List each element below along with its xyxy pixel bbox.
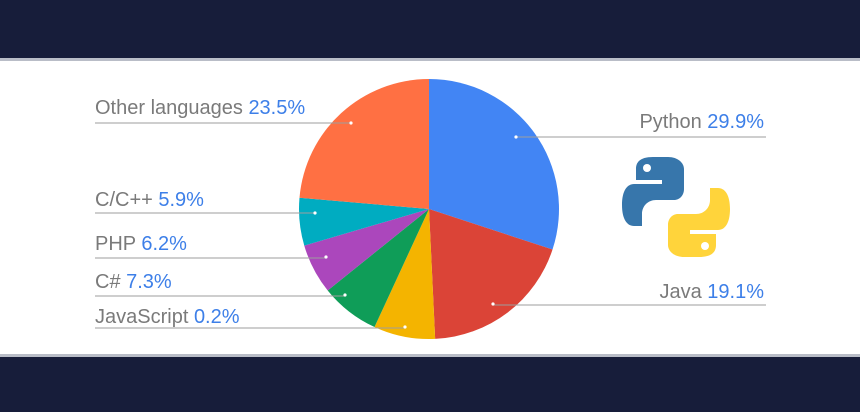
pie-slice-other-languages	[299, 79, 429, 209]
slice-label: JavaScript 0.2%	[95, 306, 240, 328]
bottom-band	[0, 357, 860, 412]
python-logo-icon	[622, 157, 730, 257]
pie-slice-python	[429, 79, 560, 250]
leader-dot	[403, 325, 407, 329]
slice-label: C/C++ 5.9%	[95, 189, 204, 211]
slice-label-name: Python	[639, 111, 707, 133]
slice-labels: Python 29.9% Java 19.1% JavaScript 0.2% C# …	[95, 97, 764, 328]
leader-dot	[313, 211, 317, 215]
slice-label-value: 0.2%	[194, 306, 240, 328]
leader-dot	[343, 293, 347, 297]
slice-label-name: PHP	[95, 233, 141, 255]
leader-dot	[514, 135, 518, 139]
slice-label-value: 19.1%	[707, 281, 764, 303]
slice-label-value: 7.3%	[126, 271, 172, 293]
leader-dot	[324, 255, 328, 259]
leader-dot	[491, 302, 495, 306]
slice-label: Java 19.1%	[659, 281, 764, 303]
pie-slices	[299, 79, 560, 339]
slice-label-value: 6.2%	[141, 233, 187, 255]
slice-label-name: Other languages	[95, 97, 248, 119]
slice-label-name: C/C++	[95, 189, 158, 211]
slice-label-name: C#	[95, 271, 126, 293]
leader-dot	[349, 121, 353, 125]
slice-label: C# 7.3%	[95, 271, 172, 293]
slice-label-value: 5.9%	[158, 189, 204, 211]
pie-slice-javascript	[374, 209, 436, 339]
pie-slice-c-	[327, 209, 429, 328]
slice-label: Python 29.9%	[639, 111, 764, 133]
leader-lines	[95, 121, 766, 329]
slice-label-name: Java	[659, 281, 707, 303]
pie-slice-c-c-	[299, 197, 429, 246]
slice-label: PHP 6.2%	[95, 233, 187, 255]
slice-label-value: 29.9%	[707, 111, 764, 133]
slice-label: Other languages 23.5%	[95, 97, 305, 119]
slice-label-value: 23.5%	[248, 97, 305, 119]
pie-slice-java	[429, 209, 553, 339]
pie-slice-php	[304, 209, 429, 291]
top-band	[0, 0, 860, 58]
slice-label-name: JavaScript	[95, 306, 194, 328]
